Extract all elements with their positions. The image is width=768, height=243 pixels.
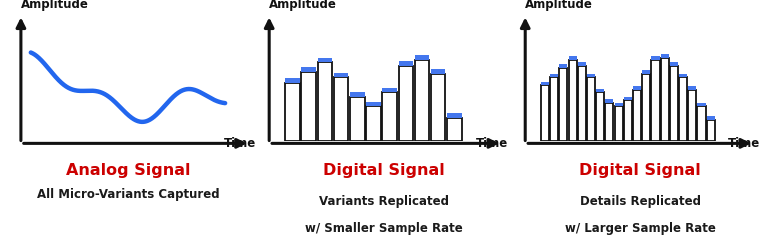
- Bar: [431, 74, 445, 141]
- Bar: [642, 70, 650, 74]
- Bar: [431, 69, 445, 74]
- Text: Variants Replicated: Variants Replicated: [319, 195, 449, 208]
- Bar: [559, 68, 568, 141]
- Text: Details Replicated: Details Replicated: [580, 195, 700, 208]
- Bar: [541, 82, 549, 85]
- Bar: [697, 103, 706, 106]
- Bar: [350, 92, 365, 97]
- Text: Analog Signal: Analog Signal: [66, 163, 190, 178]
- Bar: [568, 60, 577, 141]
- Text: Amplitude: Amplitude: [21, 0, 89, 11]
- Bar: [707, 120, 715, 141]
- Text: Time: Time: [476, 137, 508, 150]
- Bar: [660, 58, 669, 141]
- Bar: [679, 77, 687, 141]
- Bar: [670, 66, 678, 141]
- Bar: [382, 88, 397, 92]
- Bar: [318, 62, 332, 141]
- Bar: [660, 54, 669, 58]
- Bar: [334, 77, 349, 141]
- Text: Time: Time: [728, 137, 760, 150]
- Bar: [447, 113, 462, 118]
- Bar: [688, 86, 697, 90]
- Text: Digital Signal: Digital Signal: [323, 163, 445, 178]
- Bar: [447, 118, 462, 141]
- Bar: [614, 103, 623, 106]
- Bar: [651, 56, 660, 60]
- Bar: [624, 100, 632, 141]
- Bar: [382, 92, 397, 141]
- Bar: [550, 74, 558, 77]
- Bar: [633, 90, 641, 141]
- Text: w/ Smaller Sample Rate: w/ Smaller Sample Rate: [305, 222, 463, 235]
- Bar: [642, 74, 650, 141]
- Bar: [366, 106, 381, 141]
- Bar: [707, 116, 715, 120]
- Text: Digital Signal: Digital Signal: [579, 163, 701, 178]
- Bar: [624, 97, 632, 100]
- Bar: [697, 106, 706, 141]
- Bar: [651, 60, 660, 141]
- Bar: [415, 60, 429, 141]
- Bar: [350, 97, 365, 141]
- Bar: [415, 55, 429, 60]
- Text: All Micro-Variants Captured: All Micro-Variants Captured: [37, 188, 220, 201]
- Bar: [596, 92, 604, 141]
- Bar: [605, 99, 614, 103]
- Text: Amplitude: Amplitude: [525, 0, 593, 11]
- Bar: [688, 90, 697, 141]
- Bar: [285, 83, 300, 141]
- Bar: [399, 66, 413, 141]
- Bar: [550, 77, 558, 141]
- Text: Time: Time: [223, 137, 256, 150]
- Bar: [587, 74, 595, 77]
- Bar: [334, 73, 349, 77]
- Bar: [578, 62, 586, 66]
- Bar: [399, 61, 413, 66]
- Text: Amplitude: Amplitude: [270, 0, 337, 11]
- Bar: [366, 102, 381, 106]
- Text: w/ Larger Sample Rate: w/ Larger Sample Rate: [564, 222, 716, 235]
- Bar: [318, 58, 332, 62]
- Bar: [614, 106, 623, 141]
- Bar: [633, 86, 641, 90]
- Bar: [559, 64, 568, 68]
- Bar: [285, 78, 300, 83]
- Bar: [568, 56, 577, 60]
- Bar: [301, 67, 316, 71]
- Bar: [301, 71, 316, 141]
- Bar: [587, 77, 595, 141]
- Bar: [679, 74, 687, 77]
- Bar: [541, 85, 549, 141]
- Bar: [605, 103, 614, 141]
- Bar: [578, 66, 586, 141]
- Bar: [670, 62, 678, 66]
- Bar: [596, 89, 604, 92]
